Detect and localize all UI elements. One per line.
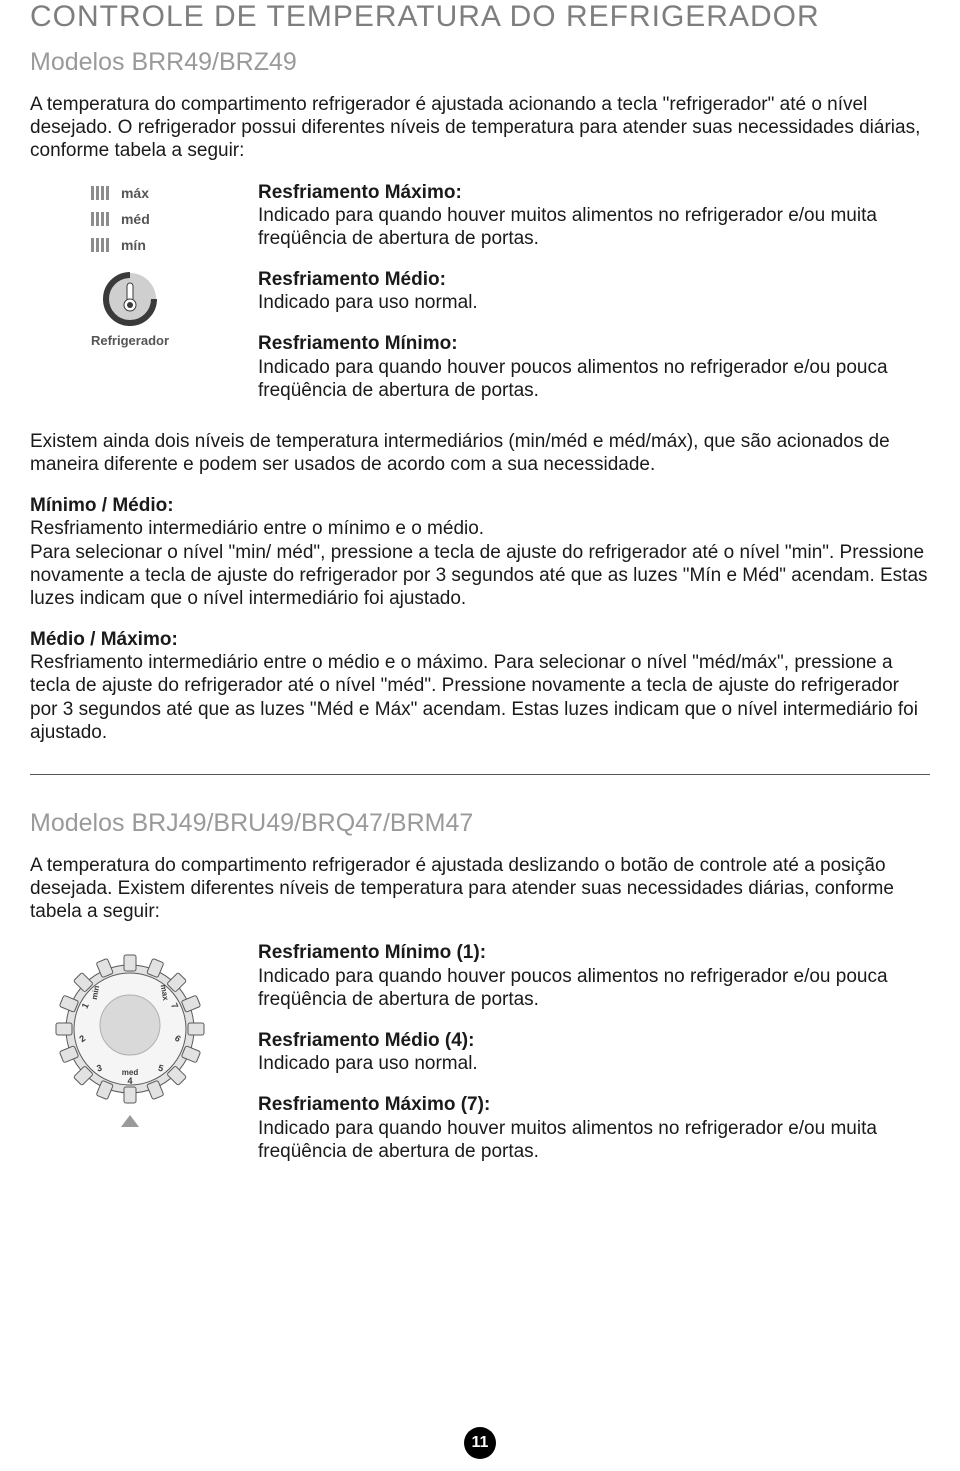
- def-med-4: Resfriamento Médio (4): Indicado para us…: [258, 1029, 930, 1075]
- def-med: Resfriamento Médio: Indicado para uso no…: [258, 268, 930, 314]
- int-min-med-text: Resfriamento intermediário entre o mínim…: [30, 517, 930, 610]
- def-max-7: Resfriamento Máximo (7): Indicado para q…: [258, 1093, 930, 1163]
- dial-icon: 1 2 3 5 6 7 min max med 4: [50, 949, 210, 1109]
- level-indicator: máx méd mín: [30, 181, 230, 348]
- def-max-text: Indicado para quando houver muitos alime…: [258, 204, 930, 250]
- page-title: CONTROLE DE TEMPERATURA DO REFRIGERADOR: [30, 0, 930, 34]
- pointer-up-icon: [121, 1115, 139, 1127]
- intro-paragraph-1: A temperatura do compartimento refrigera…: [30, 93, 930, 163]
- indicator-caption: Refrigerador: [91, 333, 169, 348]
- int-min-med-title: Mínimo / Médio:: [30, 494, 930, 517]
- section-divider: [30, 774, 930, 775]
- def-med-4-text: Indicado para uso normal.: [258, 1052, 930, 1075]
- after-defs-paragraph: Existem ainda dois níveis de temperatura…: [30, 430, 930, 476]
- intro-paragraph-2: A temperatura do compartimento refrigera…: [30, 854, 930, 924]
- intermediate-med-max: Médio / Máximo: Resfriamento intermediár…: [30, 628, 930, 744]
- level-min-label: mín: [121, 237, 146, 253]
- level-med-row: méd: [91, 211, 169, 227]
- def-min-text: Indicado para quando houver poucos alime…: [258, 356, 930, 402]
- manual-page: CONTROLE DE TEMPERATURA DO REFRIGERADOR …: [0, 0, 960, 1471]
- level-med-label: méd: [121, 211, 150, 227]
- ticks-icon: [91, 186, 109, 200]
- int-med-max-text: Resfriamento intermediário entre o médio…: [30, 651, 930, 744]
- level-min-row: mín: [91, 237, 169, 253]
- level-max-label: máx: [121, 185, 149, 201]
- int-med-max-title: Médio / Máximo:: [30, 628, 930, 651]
- def-min-1-text: Indicado para quando houver poucos alime…: [258, 965, 930, 1011]
- def-max-7-text: Indicado para quando houver muitos alime…: [258, 1117, 930, 1163]
- page-number-badge: 11: [464, 1427, 496, 1459]
- levels-row: máx méd mín: [30, 181, 930, 420]
- def-max-7-title: Resfriamento Máximo (7):: [258, 1093, 930, 1116]
- page-number: 11: [472, 1434, 489, 1452]
- ticks-icon: [91, 238, 109, 252]
- thermometer-icon: [102, 271, 158, 327]
- def-med-text: Indicado para uso normal.: [258, 291, 930, 314]
- def-min: Resfriamento Mínimo: Indicado para quand…: [258, 332, 930, 402]
- def-med-4-title: Resfriamento Médio (4):: [258, 1029, 930, 1052]
- def-med-title: Resfriamento Médio:: [258, 268, 930, 291]
- model-heading-1: Modelos BRR49/BRZ49: [30, 48, 930, 77]
- dial-definitions: Resfriamento Mínimo (1): Indicado para q…: [258, 941, 930, 1180]
- dial-med-num: 4: [127, 1076, 132, 1086]
- dial-indicator: 1 2 3 5 6 7 min max med 4: [30, 941, 230, 1127]
- def-max: Resfriamento Máximo: Indicado para quand…: [258, 181, 930, 251]
- level-max-row: máx: [91, 185, 169, 201]
- level-definitions: Resfriamento Máximo: Indicado para quand…: [258, 181, 930, 420]
- def-min-1-title: Resfriamento Mínimo (1):: [258, 941, 930, 964]
- def-min-1: Resfriamento Mínimo (1): Indicado para q…: [258, 941, 930, 1011]
- ticks-icon: [91, 212, 109, 226]
- dial-row: 1 2 3 5 6 7 min max med 4: [30, 941, 930, 1180]
- intermediate-min-med: Mínimo / Médio: Resfriamento intermediár…: [30, 494, 930, 610]
- def-min-title: Resfriamento Mínimo:: [258, 332, 930, 355]
- def-max-title: Resfriamento Máximo:: [258, 181, 930, 204]
- model-heading-2: Modelos BRJ49/BRU49/BRQ47/BRM47: [30, 809, 930, 838]
